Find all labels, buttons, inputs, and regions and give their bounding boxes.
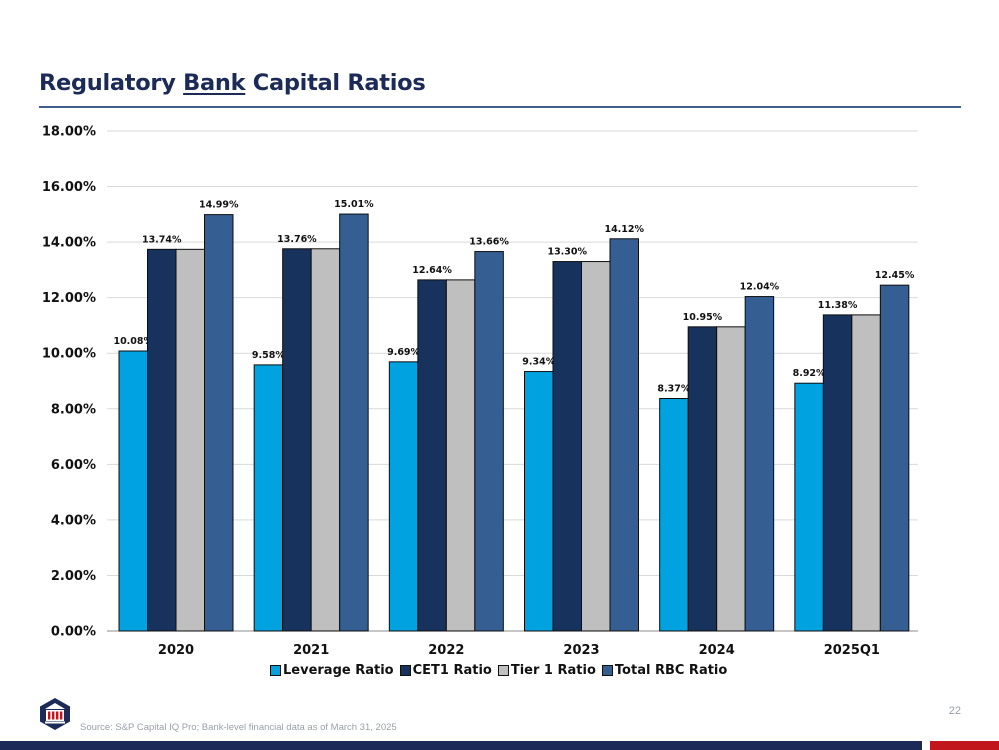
bar (609, 238, 639, 632)
data-label: 12.64% (412, 265, 452, 276)
y-tick-label: 8.00% (51, 402, 96, 417)
title-divider (39, 106, 961, 108)
data-label: 9.58% (252, 350, 285, 361)
footer-navy-bar (0, 741, 922, 750)
data-label: 13.76% (277, 234, 317, 245)
page-number: 22 (948, 705, 961, 717)
bar (147, 248, 177, 632)
page-title: Regulatory Bank Capital Ratios (39, 70, 426, 96)
x-tick-label: 2020 (158, 643, 194, 658)
legend-swatch (270, 664, 281, 676)
bar (417, 279, 447, 632)
bar (879, 284, 910, 632)
y-tick-label: 2.00% (51, 569, 96, 584)
bar (445, 279, 476, 632)
data-label: 13.74% (142, 234, 182, 245)
x-tick-label: 2022 (428, 643, 464, 658)
legend-label: Leverage Ratio (283, 662, 394, 678)
data-label: 14.12% (604, 224, 644, 235)
bar (282, 248, 312, 632)
x-tick-label: 2023 (563, 643, 599, 658)
data-label: 8.92% (793, 368, 826, 379)
footer-red-accent (930, 741, 999, 750)
bar (552, 261, 582, 632)
legend-item: CET1 Ratio (399, 662, 492, 678)
data-label: 10.08% (113, 336, 153, 347)
y-tick-label: 14.00% (42, 236, 96, 251)
data-label: 9.34% (522, 357, 555, 368)
legend-label: Total RBC Ratio (614, 662, 728, 678)
bar (851, 314, 881, 632)
y-tick-label: 6.00% (51, 458, 96, 473)
y-tick-label: 18.00% (42, 125, 96, 140)
chart-legend: Leverage Ratio CET1 Ratio Tier 1 Ratio Tota… (270, 660, 750, 680)
data-label: 15.01% (334, 199, 374, 210)
legend-label: Tier 1 Ratio (510, 662, 596, 678)
bar (794, 382, 824, 632)
data-label: 12.04% (740, 282, 780, 293)
bar (822, 314, 853, 632)
data-label: 14.99% (199, 200, 239, 211)
title-underlined-word: Bank (183, 70, 246, 96)
bar (581, 261, 611, 632)
bar (659, 398, 689, 632)
bar (204, 214, 234, 632)
bar (687, 326, 718, 632)
bar (339, 213, 369, 632)
y-tick-label: 10.00% (42, 347, 96, 362)
y-tick-label: 0.00% (51, 625, 96, 640)
bar (253, 364, 284, 632)
y-tick-label: 16.00% (42, 180, 96, 195)
data-label: 12.45% (875, 270, 915, 281)
title-part-1: Regulatory (39, 70, 184, 96)
y-tick-label: 12.00% (42, 291, 96, 306)
x-tick-label: 2021 (293, 643, 329, 658)
bar (744, 296, 775, 632)
bar (474, 251, 504, 632)
bar (175, 248, 205, 632)
data-label: 13.66% (469, 237, 509, 248)
y-tick-label: 4.00% (51, 513, 96, 528)
bar-chart: 0.00% 2.00% 4.00% 6.00% 8.00% 10.00% 12.00% 14.… (42, 125, 918, 658)
bar (388, 361, 419, 632)
bar (524, 371, 554, 632)
x-tick-label: 2025Q1 (824, 643, 880, 658)
bar (310, 248, 341, 632)
legend-item: Tier 1 Ratio (497, 662, 596, 678)
bar (118, 350, 148, 632)
legend-swatch (497, 664, 509, 676)
bar (716, 326, 746, 632)
title-part-2: Capital Ratios (245, 70, 426, 96)
data-label: 8.37% (657, 384, 690, 395)
data-label: 9.69% (387, 347, 420, 358)
legend-item: Leverage Ratio (270, 663, 394, 678)
data-label: 13.30% (547, 247, 587, 258)
source-note: Source: S&P Capital IQ Pro; Bank-level f… (80, 722, 397, 733)
legend-label: CET1 Ratio (412, 662, 492, 678)
bank-building-icon (40, 698, 70, 730)
legend-swatch (601, 664, 613, 676)
legend-item: Total RBC Ratio (601, 662, 728, 678)
data-label: 10.95% (683, 312, 723, 323)
data-label: 11.38% (818, 300, 858, 311)
legend-swatch (399, 664, 411, 676)
x-tick-label: 2024 (699, 643, 735, 658)
